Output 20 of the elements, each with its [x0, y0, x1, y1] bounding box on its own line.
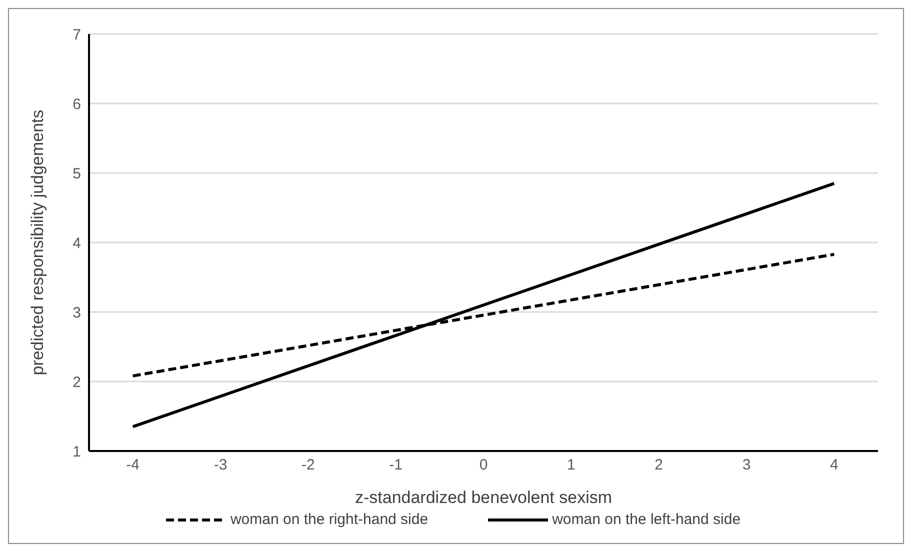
x-tick-label: -4: [126, 456, 140, 474]
x-tick-label: 3: [742, 456, 751, 474]
legend-label: woman on the right-hand side: [230, 511, 428, 528]
x-tick-label: 4: [830, 456, 838, 474]
y-axis-title: predicted responsibility judgements: [28, 110, 48, 376]
x-tick-label: 2: [654, 456, 664, 474]
y-tick-label: 1: [72, 443, 81, 460]
x-tick-label: 0: [479, 456, 488, 474]
x-axis-title: z-standardized benevolent sexism: [354, 488, 612, 507]
x-tick-label: -2: [301, 456, 315, 474]
y-tick-label: 2: [72, 374, 81, 391]
y-tick-label: 7: [72, 26, 81, 44]
x-tick-label: -1: [389, 456, 403, 474]
y-tick-label: 4: [72, 234, 81, 252]
y-tick-label: 5: [72, 165, 81, 182]
x-tick-label: -3: [214, 456, 228, 474]
legend-label: woman on the left-hand side: [552, 511, 741, 528]
x-tick-label: 1: [566, 456, 576, 474]
y-tick-label: 6: [72, 96, 81, 113]
y-tick-label: 3: [72, 304, 81, 322]
